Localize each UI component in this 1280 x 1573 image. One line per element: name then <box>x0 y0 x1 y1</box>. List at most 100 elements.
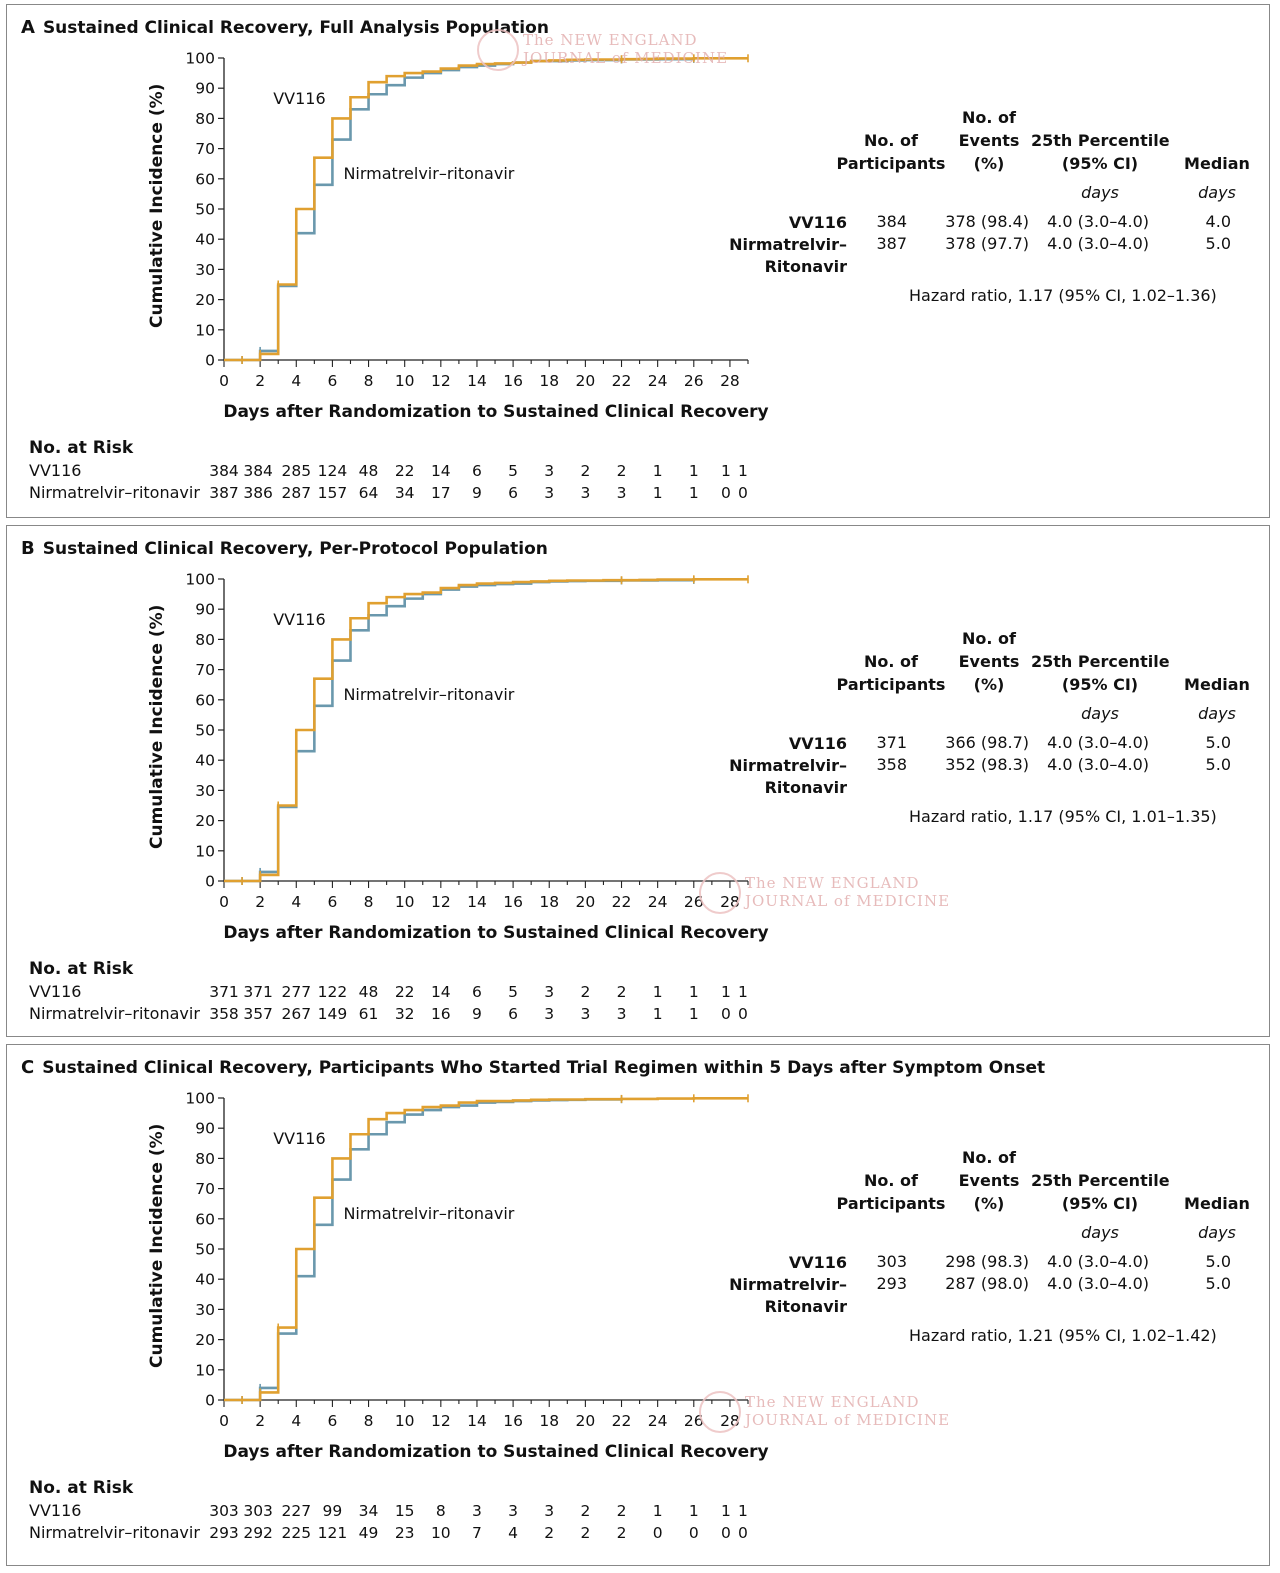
risk-count-nirmatrelvir: 157 <box>317 484 348 502</box>
x-tick-label: 20 <box>576 372 596 390</box>
risk-count-vv116: 1 <box>737 1502 748 1520</box>
panel-title: C Sustained Clinical Recovery, Participan… <box>21 1057 1045 1078</box>
y-tick-label: 80 <box>195 1150 215 1168</box>
y-tick-label: 50 <box>195 722 215 740</box>
hdr-participants-line1: No. of <box>864 131 918 150</box>
hdr-events-line1: No. of <box>962 629 1016 648</box>
group-vv116: VV116 <box>788 734 847 753</box>
risk-count-nirmatrelvir: 16 <box>430 1005 451 1023</box>
group-vv116: VV116 <box>788 1253 847 1272</box>
risk-count-nirmatrelvir: 61 <box>358 1005 379 1023</box>
group-nirmatrelvir-line2: Ritonavir <box>764 1297 847 1316</box>
x-tick-label: 0 <box>219 1412 229 1430</box>
x-tick-label: 10 <box>395 372 415 390</box>
risk-count-nirmatrelvir: 2 <box>580 1524 591 1542</box>
watermark-line1: The NEW ENGLAND <box>523 31 698 49</box>
x-tick-label: 8 <box>364 893 374 911</box>
panel-title: B Sustained Clinical Recovery, Per-Protoc… <box>21 538 548 559</box>
risk-title: No. at Risk <box>29 1478 134 1498</box>
y-tick-label: 60 <box>195 170 215 188</box>
x-tick-label: 20 <box>576 1412 596 1430</box>
p25-vv116: 4.0 (3.0–4.0) <box>1047 733 1149 752</box>
risk-count-nirmatrelvir: 267 <box>281 1005 312 1023</box>
x-tick-label: 14 <box>467 893 487 911</box>
risk-count-nirmatrelvir: 3 <box>544 484 555 502</box>
risk-count-vv116: 15 <box>394 1502 415 1520</box>
median-nirmatrelvir: 5.0 <box>1205 234 1231 253</box>
risk-count-nirmatrelvir: 0 <box>720 1005 731 1023</box>
nirmatrelvir-curve-label: Nirmatrelvir–ritonavir <box>343 684 515 704</box>
panel-title-text: Sustained Clinical Recovery, Full Analys… <box>42 18 549 38</box>
y-tick-label: 70 <box>195 1180 215 1198</box>
risk-count-nirmatrelvir: 49 <box>358 1524 379 1542</box>
risk-row-label-vv116: VV116 <box>29 461 82 480</box>
risk-count-nirmatrelvir: 358 <box>209 1005 239 1023</box>
y-tick-label: 0 <box>205 873 215 891</box>
risk-count-vv116: 48 <box>358 983 379 1001</box>
risk-count-vv116: 2 <box>580 462 591 480</box>
nirmatrelvir-curve-label: Nirmatrelvir–ritonavir <box>343 1203 515 1223</box>
y-tick-label: 40 <box>195 231 215 249</box>
events-vv116: 298 (98.3) <box>945 1252 1029 1271</box>
risk-count-vv116: 22 <box>394 462 415 480</box>
y-tick-label: 10 <box>195 321 215 339</box>
hazard-ratio: Hazard ratio, 1.17 (95% CI, 1.01–1.35) <box>909 807 1217 826</box>
p25-nirmatrelvir: 4.0 (3.0–4.0) <box>1047 234 1149 253</box>
x-tick-label: 10 <box>395 893 415 911</box>
risk-count-vv116: 2 <box>580 983 591 1001</box>
participants-vv116: 384 <box>876 212 907 231</box>
risk-count-nirmatrelvir: 357 <box>243 1005 273 1023</box>
y-tick-label: 50 <box>195 1241 215 1259</box>
risk-count-nirmatrelvir: 1 <box>652 1005 663 1023</box>
risk-count-vv116: 384 <box>209 462 239 480</box>
vv116-curve <box>224 57 748 362</box>
unit-days-p25: days <box>1081 704 1119 723</box>
risk-count-nirmatrelvir: 293 <box>209 1524 239 1542</box>
hdr-participants-line1: No. of <box>864 1171 918 1190</box>
group-nirmatrelvir-line1: Nirmatrelvir– <box>729 1275 847 1294</box>
risk-count-vv116: 371 <box>209 983 239 1001</box>
risk-count-vv116: 1 <box>720 983 731 1001</box>
vv116-curve <box>224 578 748 883</box>
risk-count-vv116: 1 <box>652 983 663 1001</box>
hdr-p25-line2: (95% CI) <box>1061 1194 1139 1213</box>
y-tick-label: 50 <box>195 201 215 219</box>
risk-count-nirmatrelvir: 3 <box>616 1005 627 1023</box>
risk-count-nirmatrelvir: 0 <box>720 484 731 502</box>
nejm-seal-watermark <box>699 872 741 914</box>
vv116-curve-label: VV116 <box>273 1129 326 1149</box>
panel-letter: C <box>21 1057 35 1078</box>
hdr-p25-line1: 25th Percentile <box>1031 131 1170 150</box>
risk-count-vv116: 1 <box>720 1502 731 1520</box>
risk-count-nirmatrelvir: 149 <box>317 1005 348 1023</box>
risk-count-vv116: 303 <box>209 1502 239 1520</box>
risk-count-vv116: 3 <box>472 1502 482 1520</box>
risk-row-label-nirmatrelvir: Nirmatrelvir–ritonavir <box>29 1004 200 1023</box>
unit-days-median: days <box>1198 1223 1236 1242</box>
y-tick-label: 20 <box>195 291 215 309</box>
risk-count-vv116: 2 <box>616 1502 627 1520</box>
y-tick-label: 0 <box>205 1392 215 1410</box>
x-tick-label: 26 <box>684 1412 704 1430</box>
y-tick-label: 80 <box>195 110 215 128</box>
watermark-line2: JOURNAL of MEDICINE <box>523 49 729 67</box>
x-tick-label: 4 <box>291 1412 301 1430</box>
risk-count-vv116: 1 <box>720 462 731 480</box>
y-tick-label: 30 <box>195 261 215 279</box>
risk-count-vv116: 34 <box>358 1502 379 1520</box>
risk-count-vv116: 48 <box>358 462 379 480</box>
y-tick-label: 30 <box>195 1301 215 1319</box>
hdr-events-line1: No. of <box>962 1148 1016 1167</box>
stats-table: No. of Participants No. of Events (%) 25th Pe… <box>7 5 1267 325</box>
risk-count-vv116: 1 <box>737 983 748 1001</box>
risk-count-nirmatrelvir: 1 <box>688 484 699 502</box>
risk-count-nirmatrelvir: 121 <box>317 1524 348 1542</box>
unit-days-p25: days <box>1081 183 1119 202</box>
hdr-p25-line2: (95% CI) <box>1061 675 1139 694</box>
risk-count-nirmatrelvir: 1 <box>688 1005 699 1023</box>
risk-count-nirmatrelvir: 0 <box>720 1524 731 1542</box>
x-tick-label: 4 <box>291 372 301 390</box>
events-nirmatrelvir: 352 (98.3) <box>945 755 1029 774</box>
participants-nirmatrelvir: 387 <box>876 234 907 253</box>
vv116-curve-label: VV116 <box>273 610 326 630</box>
